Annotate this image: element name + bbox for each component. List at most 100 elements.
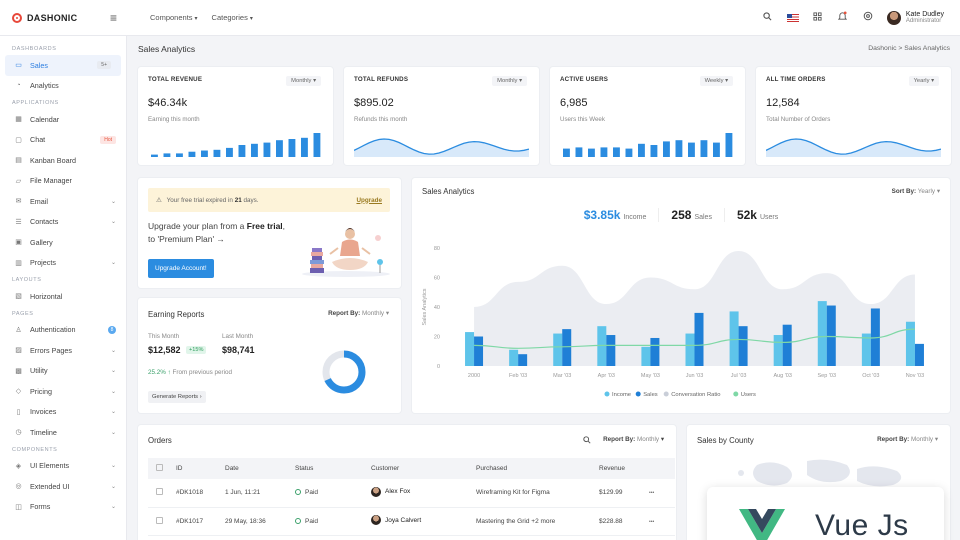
- user-menu[interactable]: Kate Dudley Administrator: [886, 10, 944, 25]
- y-tick-label: 60: [434, 276, 440, 282]
- kpi-bar: [301, 137, 308, 157]
- county-report-by-select[interactable]: Report By: Monthly ▾: [877, 436, 938, 443]
- more-actions-icon[interactable]: •••: [649, 490, 655, 497]
- upgrade-link[interactable]: Upgrade: [356, 196, 382, 204]
- calendar-icon: ▦: [15, 116, 22, 124]
- sidebar-item-errors-pages[interactable]: ▨ Errors Pages ⌄: [0, 340, 126, 361]
- table-row[interactable]: #DK1017 29 May, 18:36 Paid Joya Calvert Mast…: [148, 507, 675, 536]
- column-header[interactable]: Purchased: [476, 458, 599, 479]
- kpi-period-select[interactable]: Yearly ▾: [908, 76, 939, 86]
- world-map: [738, 459, 902, 487]
- kpi-bar: [313, 133, 321, 157]
- us-flag-icon[interactable]: [786, 13, 799, 22]
- select-all-checkbox[interactable]: [156, 464, 163, 471]
- growth-text: 25.2% ↑ From previous period: [148, 369, 233, 376]
- nav-components[interactable]: Components ▾: [150, 13, 198, 22]
- kpi-period-select[interactable]: Monthly ▾: [492, 76, 527, 86]
- row-checkbox[interactable]: [156, 516, 163, 524]
- order-id[interactable]: #DK1018: [176, 479, 225, 508]
- breadcrumb-separator: >: [898, 45, 905, 52]
- vue-js-badge: Vue Js: [707, 487, 944, 540]
- column-header[interactable]: Revenue: [599, 458, 649, 479]
- user-info: Kate Dudley Administrator: [906, 11, 944, 25]
- kpi-subtitle: Users this Week: [560, 116, 605, 123]
- last-month-value: $98,741: [222, 345, 255, 355]
- sidebar-item-projects[interactable]: ▥ Projects ⌄: [0, 253, 126, 274]
- legend-item[interactable]: Users: [733, 391, 756, 399]
- kpi-value: $46.34k: [148, 97, 188, 109]
- sidebar-item-analytics[interactable]: ◔ Analytics: [0, 76, 126, 97]
- sidebar-item-ui-elements[interactable]: ◈ UI Elements ⌄: [0, 456, 126, 477]
- kpi-period-select[interactable]: Monthly ▾: [286, 76, 321, 86]
- kpi-subtitle: Total Number of Orders: [766, 116, 831, 123]
- sidebar-item-pricing[interactable]: ◇ Pricing ⌄: [0, 381, 126, 402]
- kpi-bar: [688, 142, 695, 157]
- sidebar-item-label: Extended UI: [30, 481, 70, 491]
- column-header[interactable]: Customer: [371, 458, 476, 479]
- search-icon[interactable]: [762, 11, 774, 24]
- sidebar-item-file-manager[interactable]: ▱ File Manager: [0, 171, 126, 192]
- column-header[interactable]: Date: [225, 458, 295, 479]
- bell-icon[interactable]: [837, 11, 849, 24]
- order-status: Paid: [295, 479, 371, 508]
- sidebar-item-utility[interactable]: ▩ Utility ⌄: [0, 361, 126, 382]
- sidebar-item-forms[interactable]: ◫ Forms ⌄: [0, 497, 126, 518]
- sidebar-item-label: Kanban Board: [30, 155, 76, 165]
- row-checkbox[interactable]: [156, 488, 163, 496]
- check-circle-icon: [295, 517, 301, 524]
- sidebar-item-invoices[interactable]: ▯ Invoices ⌄: [0, 402, 126, 423]
- sidebar-item-horizontal[interactable]: ▧ Horizontal: [0, 286, 126, 307]
- chat-icon: ▢: [15, 136, 22, 144]
- earning-report-by-select[interactable]: Report By: Monthly ▾: [328, 310, 389, 317]
- order-revenue: $129.99: [599, 479, 649, 508]
- table-row[interactable]: #DK1018 1 Jun, 11:21 Paid Alex Fox Wireframi…: [148, 479, 675, 508]
- order-id[interactable]: #DK1017: [176, 507, 225, 536]
- invoice-icon: ▯: [16, 408, 21, 416]
- logo[interactable]: DASHONIC: [0, 12, 128, 23]
- orders-report-by-select[interactable]: Report By: Monthly ▾: [603, 436, 664, 443]
- kpi-bar: [163, 153, 171, 157]
- sidebar-item-kanban-board[interactable]: ▤ Kanban Board: [0, 150, 126, 171]
- sidebar-item-extended-ui[interactable]: ◎ Extended UI ⌄: [0, 476, 126, 497]
- sidebar-item-calendar[interactable]: ▦ Calendar: [0, 109, 126, 130]
- status-text: Paid: [305, 489, 319, 497]
- order-date: 29 May, 18:36: [225, 507, 295, 536]
- more-actions-icon[interactable]: •••: [649, 518, 655, 525]
- menu-icon[interactable]: ≡: [110, 10, 118, 25]
- nav-categories[interactable]: Categories ▾: [211, 13, 253, 22]
- kpi-bar: [725, 133, 733, 157]
- sort-by-select[interactable]: Sort By: Yearly ▾: [891, 188, 940, 195]
- trial-alert: ⚠ Your free trial expired in 21 days. Up…: [148, 188, 390, 212]
- kpi-period-select[interactable]: Weekly ▾: [699, 76, 733, 86]
- breadcrumb-home[interactable]: Dashonic: [868, 45, 897, 52]
- sidebar-item-chat[interactable]: ▢ Chat Hot: [0, 130, 126, 151]
- search-icon[interactable]: [583, 436, 591, 446]
- legend-item[interactable]: Conversation Ratio: [663, 391, 721, 399]
- sidebar-item-label: Errors Pages: [30, 345, 72, 355]
- gear-icon[interactable]: [862, 11, 874, 24]
- folder-icon: ▱: [15, 177, 22, 185]
- sales-analytics-card: Sales Analytics Sort By: Yearly ▾ $3.85k…: [412, 178, 950, 413]
- apps-grid-icon[interactable]: [812, 11, 824, 24]
- chevron-down-icon: ▾: [311, 78, 316, 84]
- bar-sales: [606, 335, 616, 366]
- sidebar-item-contacts[interactable]: ☰ Contacts ⌄: [0, 212, 126, 233]
- legend-item[interactable]: Income: [604, 391, 632, 399]
- sidebar-item-email[interactable]: ✉ Email ⌄: [0, 191, 126, 212]
- chevron-down-icon: ⌄: [110, 483, 116, 490]
- sidebar-item-sales[interactable]: ▭ Sales 5+: [5, 55, 121, 76]
- upgrade-account-button[interactable]: Upgrade Account!: [148, 259, 214, 278]
- sidebar-section-title: LAYOUTS: [12, 277, 42, 283]
- bar-income: [597, 326, 607, 366]
- generate-reports-button[interactable]: Generate Reports ›: [148, 391, 206, 403]
- sidebar-item-authentication[interactable]: ♙ Authentication 8: [0, 320, 126, 341]
- column-header[interactable]: ID: [176, 458, 225, 479]
- column-header[interactable]: Status: [295, 458, 371, 479]
- order-customer: Joya Calvert: [371, 507, 476, 536]
- legend-item[interactable]: Sales: [635, 391, 658, 399]
- bar-income: [465, 332, 475, 366]
- sidebar-item-label: Contacts: [30, 217, 59, 227]
- sidebar-item-timeline[interactable]: ◷ Timeline ⌄: [0, 422, 126, 443]
- kpi-value: $895.02: [354, 97, 394, 109]
- sidebar-item-gallery[interactable]: ▣ Gallery: [0, 232, 126, 253]
